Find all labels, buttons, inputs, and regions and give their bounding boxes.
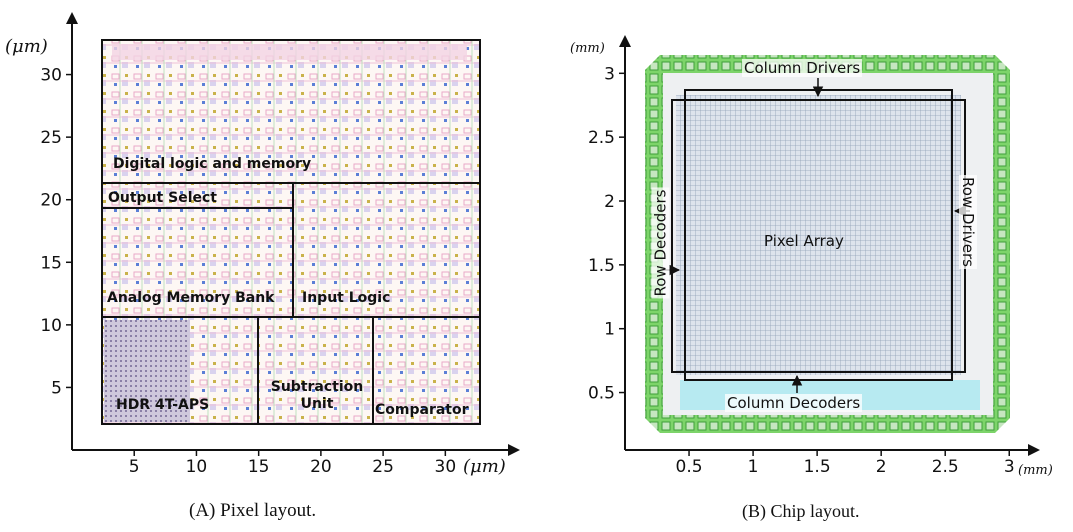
x-unit: (mm): [1018, 463, 1053, 478]
y-unit: (mm): [570, 41, 605, 56]
y-tick-label: 20: [40, 191, 62, 211]
y-unit: (μm): [5, 36, 48, 57]
layout-texture: [112, 44, 467, 60]
y-tick-label: 2.5: [588, 128, 615, 148]
region-label: Column Drivers: [742, 59, 862, 77]
caption: (B) Chip layout.: [742, 501, 860, 522]
x-tick-label: 1.5: [804, 457, 831, 477]
x-unit: (μm): [463, 456, 506, 477]
region-label: Input Logic: [302, 290, 390, 307]
x-tick-label: 20: [310, 457, 332, 477]
y-tick-label: 10: [40, 316, 62, 336]
region-label: Analog Memory Bank: [107, 290, 275, 307]
y-tick-label: 1.5: [588, 256, 615, 276]
region-label: HDR 4T-APS: [116, 397, 209, 414]
y-tick-label: 30: [40, 66, 62, 86]
y-tick-label: 2: [604, 192, 615, 212]
x-tick-label: 25: [372, 457, 394, 477]
pixel-layout: [102, 40, 480, 424]
region-label: Comparator: [375, 402, 469, 419]
region-label: Digital logic and memory: [113, 156, 311, 173]
x-tick-label: 10: [186, 457, 208, 477]
x-tick-label: 2.5: [932, 457, 959, 477]
x-tick-label: 1: [748, 457, 759, 477]
y-tick-label: 25: [40, 128, 62, 148]
x-axis-arrow: [1028, 444, 1040, 456]
y-tick-label: 0.5: [588, 384, 615, 404]
region-label: Subtraction Unit: [262, 379, 372, 413]
y-tick-label: 3: [604, 64, 615, 84]
x-tick-label: 0.5: [676, 457, 703, 477]
x-tick-label: 5: [129, 457, 140, 477]
region-label: Column Decoders: [725, 394, 862, 412]
y-axis-arrow: [66, 12, 78, 24]
y-tick-label: 5: [51, 378, 62, 398]
region-label: Pixel Array: [762, 232, 846, 250]
caption: (A) Pixel layout.: [189, 500, 316, 522]
y-axis-arrow: [619, 35, 631, 47]
x-tick-label: 30: [435, 457, 457, 477]
x-tick-label: 2: [876, 457, 887, 477]
page: 5 10 15 20 25 30 5 10 15 20 25 30 0.5 1 1.5 2 2.5 3 0.5 1 1.…: [0, 0, 1073, 532]
region-label: Output Select: [108, 190, 217, 207]
x-axis-arrow: [508, 444, 520, 456]
region-label: Row Decoders: [651, 188, 669, 299]
region-label: Row Drivers: [959, 175, 977, 269]
y-tick-label: 1: [604, 320, 615, 340]
figure: 5 10 15 20 25 30 5 10 15 20 25 30 0.5 1 1.5 2 2.5 3 0.5 1 1.…: [0, 0, 1073, 532]
x-tick-label: 3: [1004, 457, 1015, 477]
y-tick-label: 15: [40, 253, 62, 273]
x-tick-label: 15: [248, 457, 270, 477]
